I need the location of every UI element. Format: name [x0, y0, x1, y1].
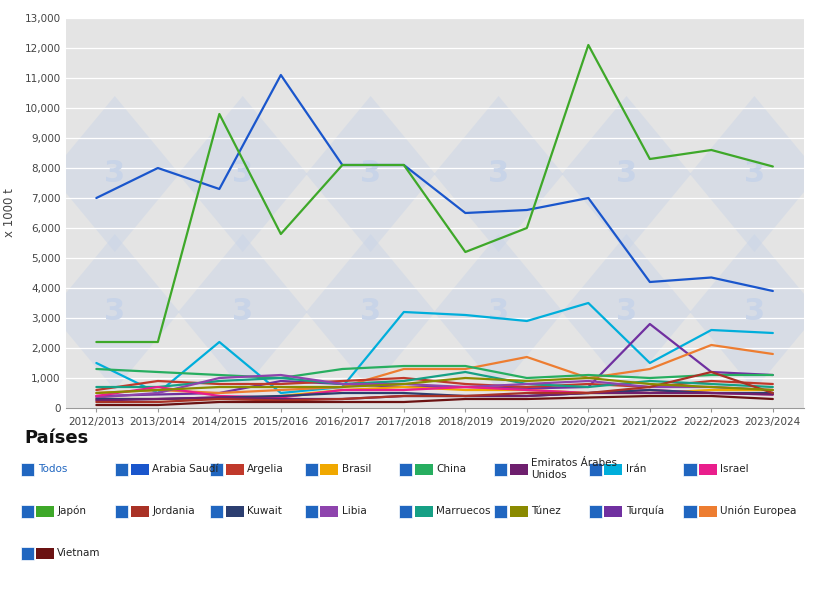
Text: Turquía: Turquía — [625, 506, 663, 517]
Text: 3: 3 — [104, 298, 125, 326]
Polygon shape — [178, 234, 307, 390]
Text: 3: 3 — [104, 160, 125, 188]
Text: Brasil: Brasil — [342, 464, 370, 474]
Text: 3: 3 — [360, 298, 381, 326]
Text: Libia: Libia — [342, 506, 366, 516]
Polygon shape — [50, 234, 179, 390]
Text: China: China — [436, 464, 466, 474]
Text: 3: 3 — [615, 160, 636, 188]
Polygon shape — [305, 234, 435, 390]
Polygon shape — [689, 96, 818, 252]
Text: Unión Europea: Unión Europea — [720, 506, 796, 517]
Polygon shape — [433, 96, 563, 252]
Text: Jordania: Jordania — [152, 506, 194, 516]
Polygon shape — [178, 96, 307, 252]
Polygon shape — [561, 234, 690, 390]
Text: Kuwait: Kuwait — [247, 506, 282, 516]
Text: Vietnam: Vietnam — [57, 548, 101, 558]
Polygon shape — [689, 234, 818, 390]
Text: Irán: Irán — [625, 464, 645, 474]
Polygon shape — [561, 96, 690, 252]
Text: Marruecos: Marruecos — [436, 506, 490, 516]
Text: 3: 3 — [232, 160, 253, 188]
Text: Países: Países — [25, 429, 88, 447]
Y-axis label: x 1000 t: x 1000 t — [3, 188, 16, 238]
Text: Emiratos Árabes
Unidos: Emiratos Árabes Unidos — [531, 458, 616, 480]
Text: Israel: Israel — [720, 464, 748, 474]
Text: Arabia Saudí: Arabia Saudí — [152, 464, 218, 474]
Text: Japón: Japón — [57, 506, 86, 517]
Text: 3: 3 — [743, 160, 764, 188]
Text: Argelia: Argelia — [247, 464, 283, 474]
Text: 3: 3 — [487, 298, 509, 326]
Text: Todos: Todos — [38, 464, 67, 474]
Text: Túnez: Túnez — [531, 506, 560, 516]
Text: 3: 3 — [615, 298, 636, 326]
Text: 3: 3 — [232, 298, 253, 326]
Polygon shape — [433, 234, 563, 390]
Text: 3: 3 — [743, 298, 764, 326]
Polygon shape — [50, 96, 179, 252]
Text: 3: 3 — [487, 160, 509, 188]
Text: 3: 3 — [360, 160, 381, 188]
Polygon shape — [305, 96, 435, 252]
